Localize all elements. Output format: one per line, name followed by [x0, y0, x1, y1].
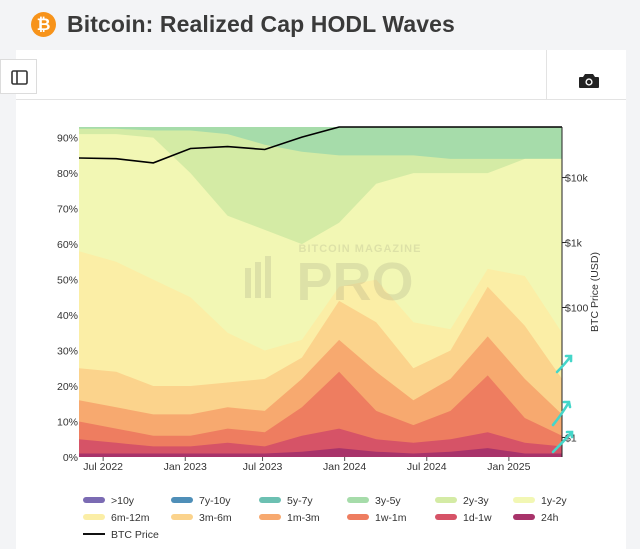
legend-item[interactable]: 1y-2y — [513, 494, 567, 508]
watermark-main-text: PRO — [296, 252, 413, 312]
legend-label: 1y-2y — [541, 495, 567, 508]
legend-swatch — [347, 514, 369, 521]
x-tick-label: Jul 2024 — [407, 461, 447, 473]
legend-swatch — [83, 514, 105, 521]
legend-label: 3m-6m — [199, 512, 232, 525]
watermark-bar-1 — [245, 268, 251, 298]
bitcoin-icon: ₿ — [36, 15, 51, 34]
legend-swatch — [259, 514, 281, 521]
legend-swatch — [435, 497, 457, 504]
page-title: Bitcoin: Realized Cap HODL Waves — [67, 11, 455, 37]
band-1d-1w — [79, 428, 562, 457]
legend-label: 24h — [541, 512, 559, 525]
page-header: ₿ Bitcoin: Realized Cap HODL Waves — [0, 0, 640, 50]
watermark: BITCOIN MAGAZINE PRO — [245, 243, 422, 312]
legend-label: >10y — [111, 495, 135, 508]
legend-swatch — [513, 497, 535, 504]
x-tick-label: Jul 2023 — [243, 461, 283, 473]
x-tick-label: Jan 2025 — [487, 461, 530, 473]
legend-label: 2y-3y — [463, 495, 489, 508]
y-left-tick-label: 0% — [63, 452, 78, 464]
legend-swatch — [435, 514, 457, 521]
y-left-tick-label: 80% — [57, 168, 78, 180]
y-left-tick-label: 60% — [57, 239, 78, 251]
toolbar-divider — [16, 99, 626, 100]
legend-item[interactable]: 24h — [513, 511, 559, 525]
y-right-tick-label: $1k — [565, 238, 583, 250]
band-24h — [79, 448, 562, 457]
arrow-3 — [551, 430, 574, 454]
legend-item[interactable]: 3y-5y — [347, 494, 401, 508]
legend-label: 7y-10y — [199, 495, 231, 508]
watermark-top-text: BITCOIN MAGAZINE — [299, 243, 422, 255]
y-axis-right: $1 $100 $1k $10k — [562, 173, 589, 444]
watermark-bar-3 — [265, 256, 271, 298]
y-right-tick-label: $1 — [565, 432, 577, 444]
legend-item[interactable]: 2y-3y — [435, 494, 489, 508]
legend-item[interactable]: >10y — [83, 494, 134, 508]
y-left-tick-label: 70% — [57, 204, 78, 216]
btc-price-line — [78, 126, 562, 164]
bitcoin-logo: ₿ — [31, 12, 56, 37]
y-left-tick-label: 10% — [57, 417, 78, 429]
y-left-tick-label: 40% — [57, 310, 78, 322]
y-right-tick-label: $100 — [565, 302, 589, 314]
sidebar-toggle-icon — [11, 70, 28, 85]
legend-item[interactable]: 1w-1m — [347, 511, 407, 525]
legend-swatch — [347, 497, 369, 504]
sidebar-toggle-button[interactable] — [0, 59, 37, 94]
annotation-arrows — [551, 354, 574, 454]
legend-swatch — [171, 497, 193, 504]
y-left-tick-label: 20% — [57, 381, 78, 393]
legend-label: 1w-1m — [375, 512, 407, 525]
arrow-2 — [551, 400, 572, 427]
y-left-tick-label: 90% — [57, 133, 78, 145]
y-axis-right-title: BTC Price (USD) — [589, 252, 601, 332]
x-axis: Jul 2022 Jan 2023 Jul 2023 Jan 2024 Jul 2024… — [83, 457, 531, 473]
legend-label: BTC Price — [111, 529, 159, 542]
legend-swatch — [83, 497, 105, 504]
legend-item[interactable]: 6m-12m — [83, 511, 150, 525]
screenshot-button[interactable] — [546, 50, 626, 100]
band-1w-1m — [79, 371, 562, 457]
y-left-tick-label: 50% — [57, 275, 78, 287]
legend-swatch — [83, 533, 105, 536]
legend-item[interactable]: 1d-1w — [435, 511, 492, 525]
legend-item[interactable]: 3m-6m — [171, 511, 232, 525]
arrow-1 — [555, 354, 573, 374]
x-tick-label: Jul 2022 — [83, 461, 123, 473]
legend-label: 1m-3m — [287, 512, 320, 525]
legend-label: 1d-1w — [463, 512, 492, 525]
watermark-bar-2 — [255, 262, 261, 298]
legend-label: 5y-7y — [287, 495, 313, 508]
x-tick-label: Jan 2024 — [323, 461, 366, 473]
area-bands — [79, 127, 562, 458]
legend-item[interactable]: 1m-3m — [259, 511, 320, 525]
legend-swatch — [259, 497, 281, 504]
legend-item[interactable]: 7y-10y — [171, 494, 231, 508]
legend-swatch — [171, 514, 193, 521]
legend-label: 6m-12m — [111, 512, 150, 525]
y-axis-left: 0% 10% 20% 30% 40% 50% 60% 70% 80% 90% — [57, 133, 78, 464]
x-tick-label: Jan 2023 — [164, 461, 207, 473]
legend-label: 3y-5y — [375, 495, 401, 508]
y-right-tick-label: $10k — [565, 173, 589, 185]
legend-item[interactable]: 5y-7y — [259, 494, 313, 508]
legend-swatch — [513, 514, 535, 521]
camera-icon — [579, 74, 599, 88]
legend-item[interactable]: BTC Price — [83, 528, 159, 542]
y-left-tick-label: 30% — [57, 346, 78, 358]
